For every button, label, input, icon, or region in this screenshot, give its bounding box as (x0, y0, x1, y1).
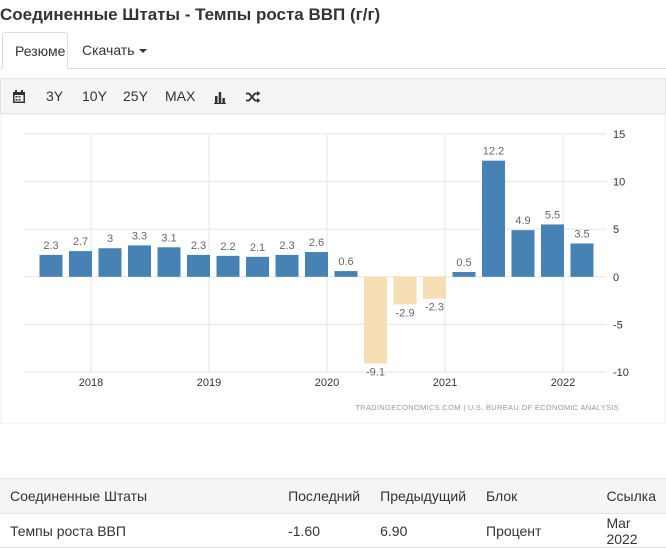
tab-summary[interactable]: Резюме (2, 32, 68, 69)
data-label: 2.7 (73, 236, 88, 248)
indicator-table: Соединенные Штаты Последний Предыдущий Б… (0, 478, 666, 548)
bar[interactable] (246, 256, 269, 277)
data-label: -9.1 (366, 366, 385, 378)
bar[interactable] (452, 272, 476, 277)
data-label: 3 (107, 233, 113, 245)
data-label: 12.2 (483, 146, 504, 158)
table-header: Ссылка (596, 478, 666, 514)
data-label: 5.5 (545, 209, 560, 221)
caret-down-icon (138, 49, 147, 54)
range-25y-button[interactable]: 25Y (123, 88, 148, 104)
table-cell: Mar 2022 (596, 513, 666, 548)
bar[interactable] (157, 247, 181, 277)
data-label: 3.1 (161, 232, 176, 244)
table-cell: Процент (476, 513, 597, 548)
table-cell: 6.90 (370, 513, 477, 548)
chart-source: TRADINGECONOMICS.COM | U.S. BUREAU OF EC… (355, 403, 619, 412)
table-header-row: Соединенные Штаты Последний Предыдущий Б… (0, 478, 666, 514)
y-tick-label: 0 (613, 272, 619, 284)
bar[interactable] (305, 252, 328, 277)
chart-area: 2.3 2.7 3 3.3 3.1 2.3 2.2 2.1 2.3 2.6 0.6 -9.1 -2.9-… (0, 113, 666, 425)
shuffle-icon[interactable] (245, 79, 261, 113)
data-label: 0.5 (456, 257, 471, 269)
data-label: 0.6 (338, 256, 353, 268)
bar-chart-icon[interactable] (213, 79, 227, 113)
tab-summary-label: Резюме (15, 43, 66, 59)
bar[interactable] (364, 276, 387, 364)
y-tick-label: 10 (613, 177, 625, 189)
bar[interactable] (69, 251, 92, 277)
y-tick-label: -5 (613, 319, 623, 331)
range-3y-button[interactable]: 3Y (46, 88, 64, 104)
data-label: -2.3 (425, 302, 444, 314)
chart-toolbar: 3Y 10Y 25Y MAX (0, 78, 666, 114)
x-tick-label: 2022 (551, 377, 575, 389)
bar[interactable] (98, 248, 122, 277)
table-header: Предыдущий (370, 478, 477, 514)
gdp-growth-chart: 2.3 2.7 3 3.3 3.12.3 2.2 2.1 2.3 2.60.6-9.1-2.9-… (0, 113, 666, 425)
bar[interactable] (511, 230, 535, 277)
bar[interactable] (541, 224, 564, 277)
table-row[interactable]: Темпы роста ВВП -1.60 6.90 Процент Mar 2… (0, 513, 666, 548)
data-label: 2.1 (250, 242, 265, 254)
x-tick-label: 2021 (433, 377, 457, 389)
data-label: 2.6 (309, 237, 324, 249)
table-cell: -1.60 (278, 513, 371, 548)
bar[interactable] (393, 276, 417, 305)
bar[interactable] (216, 255, 240, 277)
tab-download[interactable]: Скачать (70, 32, 159, 68)
data-label: -2.9 (396, 307, 415, 319)
range-max-button[interactable]: MAX (165, 88, 196, 104)
tab-download-label: Скачать (82, 42, 135, 58)
data-label: 4.9 (515, 215, 530, 227)
table-header: Последний (278, 478, 371, 514)
data-label: 2.3 (279, 240, 294, 252)
calendar-icon[interactable] (12, 79, 26, 113)
tab-bar: Резюме Скачать (0, 32, 666, 69)
table-header: Соединенные Штаты (0, 478, 279, 514)
bar[interactable] (128, 245, 151, 277)
bar[interactable] (570, 243, 594, 277)
y-tick-label: -10 (613, 367, 629, 379)
y-tick-label: 5 (613, 224, 619, 236)
y-tick-label: 15 (613, 129, 625, 141)
data-label: 3.3 (132, 230, 147, 242)
x-tick-label: 2020 (315, 377, 339, 389)
bar[interactable] (187, 254, 210, 277)
bar[interactable] (39, 254, 63, 277)
range-10y-button[interactable]: 10Y (82, 88, 107, 104)
bar[interactable] (423, 276, 446, 299)
table-cell[interactable]: Темпы роста ВВП (0, 513, 279, 548)
data-label: 2.2 (220, 241, 235, 253)
bar[interactable] (275, 254, 299, 277)
x-tick-label: 2018 (79, 377, 103, 389)
bar[interactable] (334, 271, 358, 277)
table-header: Блок (476, 478, 597, 514)
x-tick-label: 2019 (197, 377, 221, 389)
data-label: 2.3 (191, 240, 206, 252)
bar[interactable] (482, 160, 505, 277)
page-title: Соединенные Штаты - Темпы роста ВВП (г/г… (0, 5, 381, 24)
data-label: 2.3 (43, 240, 58, 252)
data-label: 3.5 (574, 228, 589, 240)
